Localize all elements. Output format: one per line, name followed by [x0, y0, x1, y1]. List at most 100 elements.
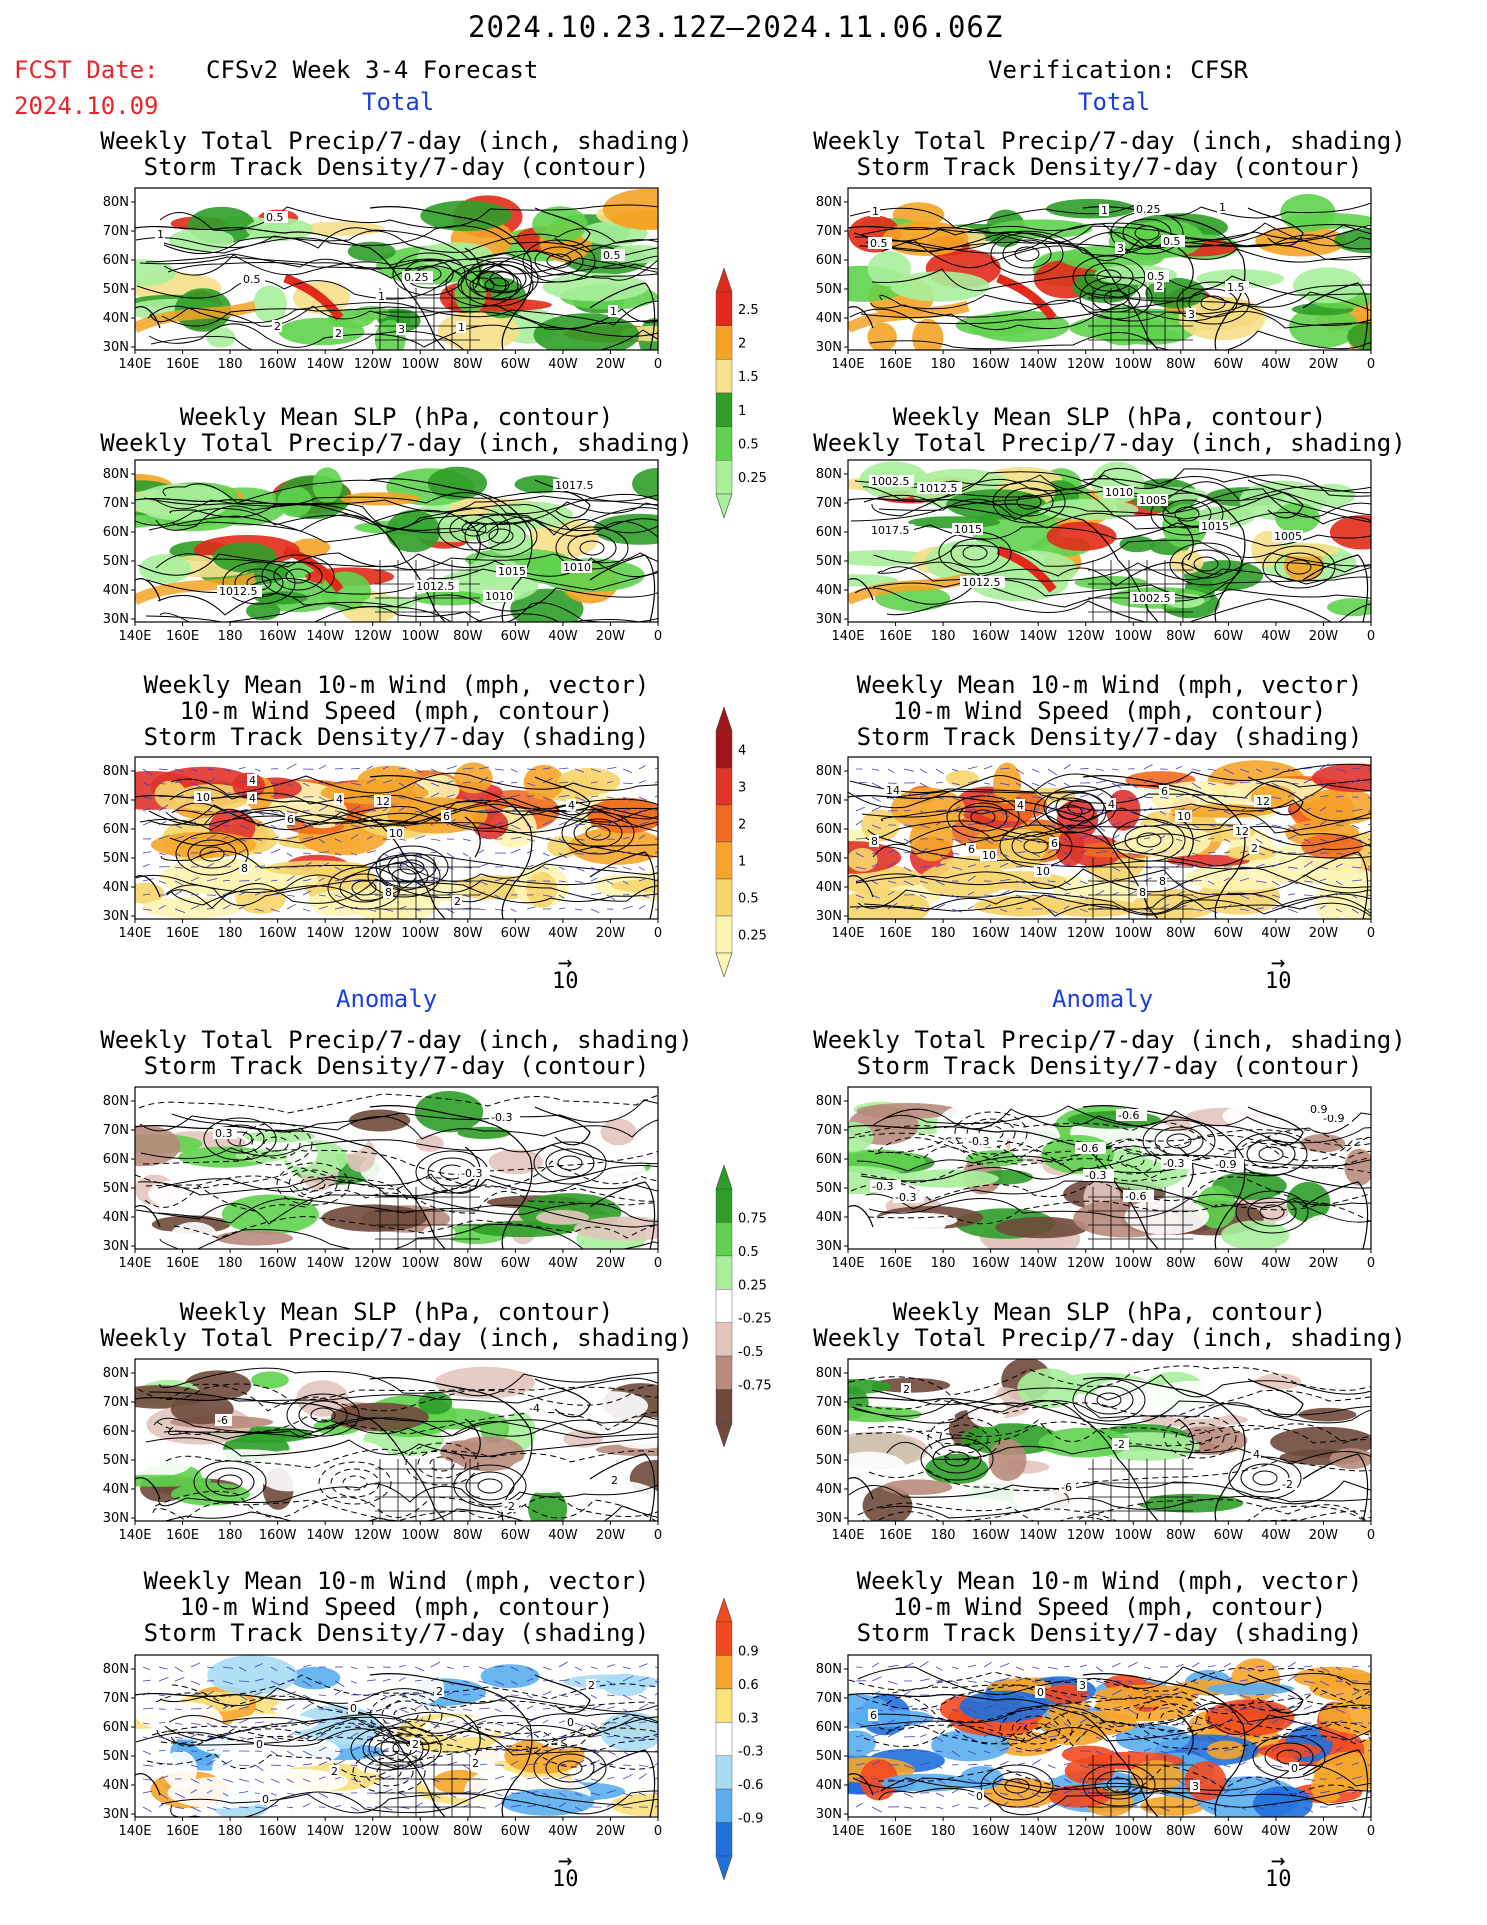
contour-label: 1 [610, 305, 617, 318]
lat-tick-label: 70N [816, 496, 842, 511]
lon-tick-label: 140W [306, 629, 344, 644]
lon-tick-label: 160E [879, 1528, 912, 1543]
plot-area: 1012.5101010101012.51017.51015 [100, 460, 668, 629]
lon-tick-label: 0 [654, 1256, 662, 1271]
lat-tick-label: 40N [103, 1482, 129, 1497]
wind-vector [319, 783, 328, 784]
contour-label: 1012.5 [219, 585, 258, 598]
contour-label: 10 [196, 791, 210, 804]
contour-label: 0.5 [870, 237, 888, 250]
contour-label: 0.5 [243, 273, 261, 286]
lon-tick-label: 180 [931, 926, 956, 941]
shade-cell [946, 770, 979, 786]
lon-tick-label: 180 [218, 357, 243, 372]
contour-label: -0.3 [1085, 1169, 1106, 1182]
lon-tick-label: 40W [548, 357, 578, 372]
colorbar-label: -0.9 [738, 1812, 763, 1827]
colorbar-swatch [716, 460, 732, 494]
shade-cell [532, 206, 587, 242]
colorbar-swatch [716, 1756, 732, 1789]
lat-tick-label: 60N [103, 1424, 129, 1439]
wind-vector [904, 825, 912, 826]
lon-tick-label: 180 [931, 357, 956, 372]
lon-tick-label: 40W [548, 1824, 578, 1839]
lat-tick-label: 60N [816, 1424, 842, 1439]
lon-tick-label: 80W [1166, 629, 1196, 644]
shade-cell [558, 768, 620, 795]
lon-tick-label: 20W [1309, 629, 1339, 644]
plot-area: 108246 10121048 6141268 [808, 757, 1381, 927]
colorbar-label: 4 [738, 744, 746, 759]
plot-area: 022202200 [95, 1655, 668, 1820]
lon-tick-label: 120W [354, 357, 392, 372]
forecast-title: CFSv2 Week 3-4 Forecast [206, 56, 538, 84]
contour-label: 1 [378, 290, 385, 303]
lat-tick-label: 80N [103, 1094, 129, 1109]
contour-label: 1005 [1274, 530, 1302, 543]
contour-label: 2 [454, 895, 461, 908]
lon-tick-label: 120W [354, 1256, 392, 1271]
colorbar-swatch [716, 1289, 732, 1322]
lon-tick-label: 0 [1367, 1256, 1375, 1271]
shade-cell [1065, 1758, 1115, 1784]
wind-vector [367, 867, 374, 868]
contour-label: 3 [398, 323, 405, 336]
lon-tick-label: 120W [1067, 1528, 1105, 1543]
contour-label: 12 [1256, 795, 1270, 808]
contour-label: 10 [982, 849, 996, 862]
lat-tick-label: 50N [103, 554, 129, 569]
contour-label: 8 [241, 862, 248, 875]
left-anomaly-label: Anomaly [336, 985, 437, 1013]
colorbar-swatch [716, 427, 732, 461]
shade-cell [415, 1091, 483, 1132]
lon-tick-label: 140E [118, 357, 151, 372]
contour-label: 8 [385, 886, 392, 899]
lat-tick-label: 40N [103, 583, 129, 598]
lat-tick-label: 40N [816, 1482, 842, 1497]
panel-title-line: Weekly Total Precip/7-day (inch, shading… [90, 128, 703, 154]
reference-arrow-icon: → [1265, 1853, 1292, 1867]
panel-title-line: Weekly Mean 10-m Wind (mph, vector) [90, 1568, 703, 1594]
shade-cell [1330, 1448, 1374, 1469]
lon-tick-label: 120W [354, 926, 392, 941]
lat-tick-label: 70N [103, 1691, 129, 1706]
colorbar-cap [716, 1423, 732, 1447]
contour-label: -2 [1114, 1438, 1125, 1451]
lon-tick-label: 120W [354, 1824, 392, 1839]
lon-tick-label: 140W [306, 1824, 344, 1839]
contour-label: 1002.5 [871, 475, 910, 488]
lat-tick-label: 80N [816, 1662, 842, 1677]
colorbar-label: -0.6 [738, 1778, 763, 1793]
lat-tick-label: 30N [816, 909, 842, 924]
shade-cell [600, 1712, 663, 1752]
panel-title-line: Storm Track Density/7-day (shading) [90, 1620, 703, 1646]
contour-label: 2 [331, 1765, 338, 1778]
plot-area: 10.520.5310.50.25121 [107, 188, 668, 360]
contour-label: -4 [529, 1402, 540, 1415]
wind-vector [1336, 825, 1344, 826]
lat-tick-label: 70N [816, 1395, 842, 1410]
contour-label: 1012.5 [919, 482, 958, 495]
lat-tick-label: 30N [816, 612, 842, 627]
lat-tick-label: 50N [816, 554, 842, 569]
shade-cell [136, 1231, 188, 1246]
contour-label: 0 [976, 1790, 983, 1803]
lat-tick-label: 30N [103, 1239, 129, 1254]
lon-tick-label: 80W [1166, 357, 1196, 372]
lon-tick-label: 60W [501, 1528, 531, 1543]
panel-title-line: Weekly Mean SLP (hPa, contour) [90, 404, 703, 430]
lon-tick-label: 20W [1309, 926, 1339, 941]
wind-vector [952, 1723, 961, 1724]
lon-tick-label: 180 [931, 629, 956, 644]
contour-label: -2 [504, 1500, 515, 1513]
shade-cell [207, 1655, 297, 1695]
wind-vector [1240, 867, 1251, 868]
map-panel: 10 8 2 4 6 10 12 10 4 8 6 14 12 6 8 80N 70N 60N 50N 40N 30N 1… [808, 753, 1381, 943]
lat-tick-label: 80N [103, 764, 129, 779]
panel-title-line: Storm Track Density/7-day (contour) [90, 1053, 703, 1079]
lon-tick-label: 40W [1261, 1528, 1291, 1543]
lon-tick-label: 100W [401, 1528, 439, 1543]
contour-label: 0.25 [1136, 203, 1161, 216]
lon-tick-label: 20W [1309, 357, 1339, 372]
shade-cell [1300, 1134, 1345, 1152]
